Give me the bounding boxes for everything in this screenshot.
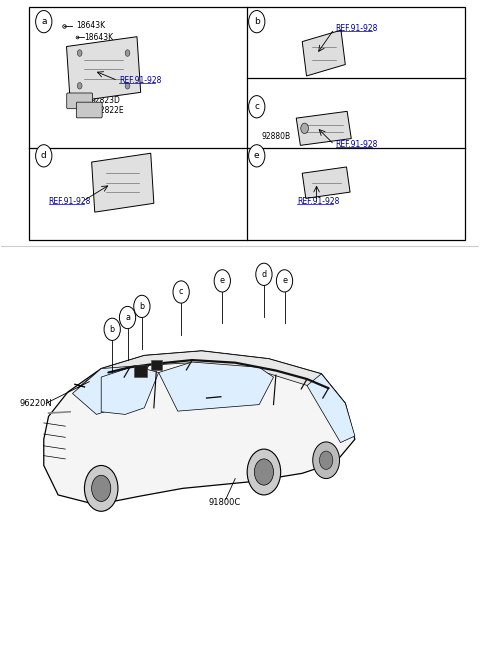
Polygon shape [44,351,355,504]
Circle shape [256,263,272,285]
Circle shape [36,145,52,167]
Circle shape [77,50,82,56]
Text: 96220N: 96220N [20,399,53,408]
Circle shape [125,50,130,56]
Polygon shape [67,37,141,102]
Circle shape [320,451,333,470]
Text: REF.91-928: REF.91-928 [298,197,340,206]
Polygon shape [302,30,345,76]
Circle shape [120,306,136,329]
FancyBboxPatch shape [76,102,102,118]
Polygon shape [77,351,345,403]
Circle shape [249,145,265,167]
Polygon shape [72,366,144,415]
Circle shape [104,318,120,340]
Circle shape [249,96,265,118]
Circle shape [276,270,293,292]
Text: e: e [254,152,260,160]
Circle shape [92,476,111,501]
Circle shape [77,83,82,89]
Text: e: e [220,276,225,285]
Circle shape [313,442,339,479]
Text: 91800C: 91800C [209,499,241,507]
Text: b: b [109,325,115,334]
Text: REF.91-928: REF.91-928 [336,140,378,149]
Text: c: c [254,102,259,112]
Polygon shape [302,167,350,198]
Text: b: b [254,17,260,26]
Text: 92823D: 92823D [91,96,120,105]
Text: d: d [41,152,47,160]
Text: d: d [262,270,266,279]
Polygon shape [296,112,351,146]
Text: REF.91-928: REF.91-928 [336,24,378,33]
Circle shape [173,281,189,303]
Text: 18643K: 18643K [84,33,114,42]
Circle shape [301,123,309,134]
Text: 92880B: 92880B [262,133,291,141]
Text: b: b [139,302,144,311]
Polygon shape [101,366,158,415]
Text: e: e [282,276,287,285]
Bar [151,360,161,370]
Text: REF.91-928: REF.91-928 [48,197,91,206]
Circle shape [134,295,150,318]
Circle shape [249,10,265,33]
Circle shape [254,459,274,485]
Polygon shape [158,362,274,411]
Circle shape [214,270,230,292]
Text: a: a [41,17,47,26]
Bar [134,365,147,377]
Text: 92822E: 92822E [96,106,124,115]
Circle shape [36,10,52,33]
Circle shape [125,83,130,89]
Circle shape [247,449,281,495]
Circle shape [84,466,118,511]
Polygon shape [307,374,355,443]
Text: c: c [179,287,183,297]
Text: a: a [125,313,130,322]
FancyBboxPatch shape [67,93,93,109]
Text: REF.91-928: REF.91-928 [120,76,162,85]
Polygon shape [92,154,154,212]
Text: 18643K: 18643K [76,21,106,30]
